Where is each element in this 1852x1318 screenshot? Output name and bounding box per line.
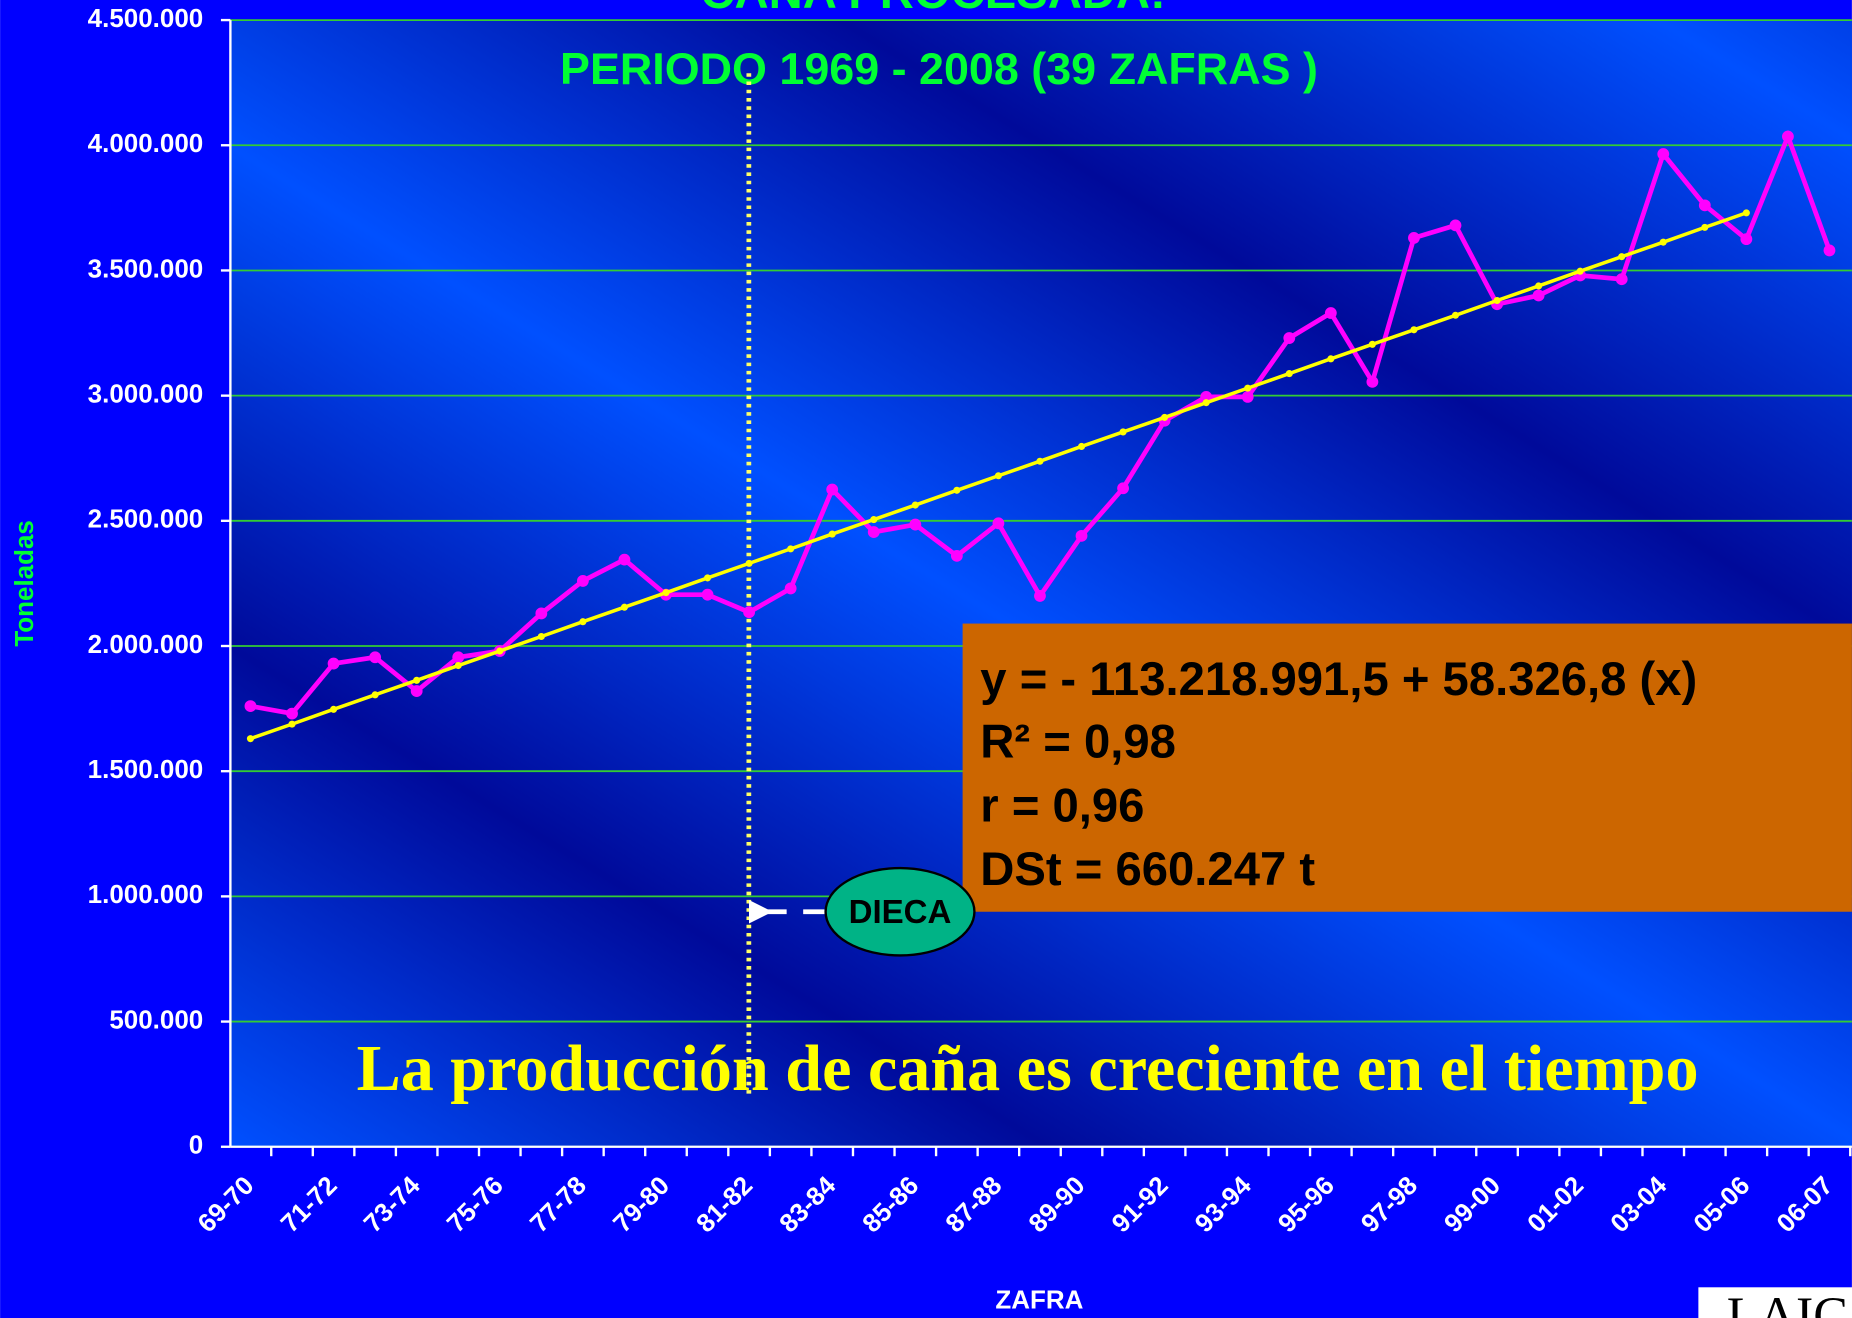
point xyxy=(787,545,795,553)
point xyxy=(870,516,878,524)
equation-line: R² = 0,98 xyxy=(980,716,1176,769)
point xyxy=(1283,332,1296,344)
point xyxy=(1117,482,1129,495)
point xyxy=(1449,219,1462,232)
y-tick-label: 1.000.000 xyxy=(88,879,204,909)
point xyxy=(867,526,880,538)
y-tick-label: 1.500.000 xyxy=(88,754,204,784)
point xyxy=(704,574,712,582)
point xyxy=(911,501,919,509)
point xyxy=(1701,223,1709,231)
point xyxy=(246,735,255,743)
y-tick-label: 0 xyxy=(189,1130,203,1160)
point xyxy=(953,486,961,494)
point xyxy=(784,582,797,595)
point xyxy=(1823,244,1836,257)
point xyxy=(1285,370,1293,378)
point xyxy=(410,685,423,697)
point xyxy=(1366,375,1379,388)
point xyxy=(1532,289,1545,302)
point xyxy=(1241,390,1254,403)
point xyxy=(576,575,589,587)
point xyxy=(1368,340,1376,348)
y-tick-label: 500.000 xyxy=(109,1004,203,1034)
point xyxy=(1244,384,1252,392)
point xyxy=(950,549,963,562)
point xyxy=(1659,238,1667,246)
point xyxy=(288,720,296,728)
point xyxy=(1408,231,1420,244)
chart-title: CAÑA PROCESADA: xyxy=(700,0,1165,19)
point xyxy=(994,472,1002,480)
point xyxy=(1618,253,1626,261)
point xyxy=(369,651,382,664)
point xyxy=(1742,209,1750,217)
y-tick-label: 3.500.000 xyxy=(88,253,204,283)
dieca-label: DIECA xyxy=(849,894,952,931)
y-tick-label: 3.000.000 xyxy=(88,378,204,408)
y-tick-label: 2.500.000 xyxy=(88,504,204,534)
y-axis-label: Toneladas xyxy=(9,520,39,647)
x-axis-label: ZAFRA xyxy=(995,1284,1083,1314)
point xyxy=(1077,442,1086,451)
point xyxy=(1161,413,1169,421)
point xyxy=(1034,590,1046,602)
point xyxy=(618,553,631,566)
chart-subtitle: PERIODO 1969 - 2008 (39 ZAFRAS ) xyxy=(560,43,1318,94)
point xyxy=(579,618,587,626)
point xyxy=(371,691,379,699)
point xyxy=(535,607,548,620)
point xyxy=(327,657,340,670)
equation-line: r = 0,96 xyxy=(980,779,1144,832)
point xyxy=(1075,529,1088,542)
point xyxy=(1493,296,1501,305)
dieca-badge xyxy=(824,866,976,957)
point xyxy=(1615,273,1628,286)
point xyxy=(992,517,1005,530)
point xyxy=(701,588,714,601)
equation-line: y = - 113.218.991,5 + 58.326,8 (x) xyxy=(980,653,1697,706)
point xyxy=(1698,199,1711,212)
equation-box xyxy=(962,623,1852,912)
point xyxy=(330,705,338,713)
point xyxy=(1036,457,1044,465)
y-tick-label: 4.500.000 xyxy=(88,3,204,33)
point xyxy=(745,559,753,567)
point xyxy=(1119,428,1127,436)
point xyxy=(1451,311,1460,319)
point xyxy=(496,647,504,655)
logo-box xyxy=(1698,1287,1852,1318)
conclusion: La producción de caña es creciente en el… xyxy=(357,1032,1699,1105)
point xyxy=(413,676,421,684)
point xyxy=(1410,326,1418,334)
y-tick-label: 2.000.000 xyxy=(88,629,204,659)
plot-area xyxy=(230,20,1852,1147)
point xyxy=(1657,148,1670,160)
point xyxy=(286,707,298,720)
logo: LAIC xyxy=(1727,1287,1848,1318)
point xyxy=(1576,267,1584,275)
point xyxy=(1535,282,1543,290)
y-tick-label: 4.000.000 xyxy=(88,128,204,158)
point xyxy=(1202,399,1210,407)
point xyxy=(1740,233,1753,246)
point xyxy=(454,661,462,670)
point xyxy=(244,700,257,713)
point xyxy=(537,632,545,641)
point xyxy=(826,483,839,496)
point xyxy=(620,603,628,611)
point xyxy=(909,518,922,531)
point xyxy=(1327,355,1335,363)
point xyxy=(452,651,465,664)
point xyxy=(1324,307,1337,319)
point xyxy=(662,589,670,597)
point xyxy=(828,530,836,538)
point xyxy=(743,606,756,619)
equation-line: DSt = 660.247 t xyxy=(980,843,1315,896)
point xyxy=(1782,130,1794,143)
